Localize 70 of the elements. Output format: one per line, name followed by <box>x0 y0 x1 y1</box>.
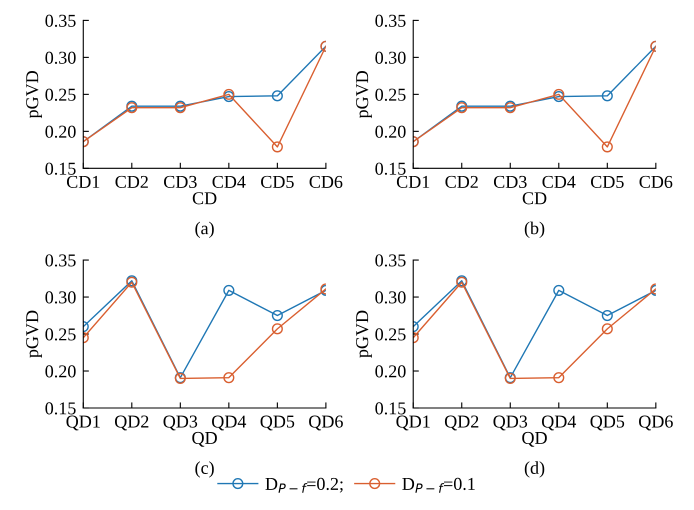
y-axis-title: pGVD <box>26 310 42 358</box>
y-tick-label: 0.35 <box>45 14 76 27</box>
point <box>272 90 283 102</box>
x-axis-title: QD <box>192 432 217 447</box>
y-tick-label: 0.20 <box>375 126 406 138</box>
x-tick-label: CD5 <box>261 176 294 188</box>
point <box>223 372 234 384</box>
x-tick-label: CD1 <box>66 176 100 188</box>
x-tick-label: QD5 <box>260 416 294 430</box>
text: (b) <box>524 222 544 238</box>
x-tick-label: QD1 <box>396 416 430 430</box>
point <box>553 284 564 296</box>
y-tick-label: 0.15 <box>375 162 406 175</box>
x-tick-label: QD5 <box>590 416 624 430</box>
y-tick-label: 0.20 <box>45 365 76 378</box>
x-tick-label: QD4 <box>542 416 576 430</box>
point <box>223 88 234 100</box>
x-tick-label: CD3 <box>164 176 197 188</box>
x-tick-label: CD4 <box>212 176 246 188</box>
y-axis-title: pGVD <box>356 71 372 118</box>
y-tick-label: 0.30 <box>45 52 76 64</box>
point <box>223 284 234 296</box>
x-tick-label: CD6 <box>640 176 672 188</box>
y-tick-label: 0.25 <box>375 328 406 341</box>
y-tick-label: 0.25 <box>45 88 76 101</box>
point <box>602 90 613 102</box>
x-tick-label: QD2 <box>444 416 478 430</box>
point <box>602 141 613 152</box>
x-tick-label: CD3 <box>494 176 527 188</box>
y-tick-label: 0.30 <box>375 291 406 304</box>
x-axis-title: CD <box>192 192 216 204</box>
x-tick-label: QD1 <box>66 416 100 430</box>
x-tick-label: CD2 <box>115 176 148 188</box>
y-tick-label: 0.20 <box>45 126 76 138</box>
y-tick-label: 0.25 <box>45 328 76 341</box>
x-tick-label: QD6 <box>309 416 343 430</box>
x-tick-label: QD3 <box>164 416 198 430</box>
y-tick-label: 0.20 <box>375 365 406 378</box>
y-tick-label: 0.15 <box>375 402 406 415</box>
y-tick-label: 0.15 <box>45 402 76 415</box>
y-tick-label: 0.25 <box>375 88 406 101</box>
x-tick-label: QD6 <box>639 416 673 430</box>
x-axis-title: CD <box>522 192 546 204</box>
x-tick-label: CD5 <box>590 176 624 188</box>
point <box>553 372 564 384</box>
point <box>272 141 283 152</box>
x-tick-label: CD4 <box>542 176 576 188</box>
y-tick-label: 0.35 <box>375 254 406 267</box>
x-tick-label: QD2 <box>114 416 148 430</box>
y-tick-label: 0.35 <box>375 14 406 27</box>
x-tick-label: CD2 <box>445 176 478 188</box>
text: (a) <box>195 222 214 238</box>
x-tick-label: QD3 <box>493 416 528 430</box>
legend-label: D$_{P−f}$=0.1 <box>402 478 475 493</box>
y-tick-label: 0.15 <box>45 162 76 175</box>
text: (d) <box>524 461 544 478</box>
x-axis-title: QD <box>522 432 547 447</box>
point <box>223 91 234 102</box>
x-tick-label: CD6 <box>310 176 342 188</box>
x-tick-label: QD4 <box>212 416 246 430</box>
y-tick-label: 0.35 <box>45 254 76 267</box>
point <box>553 88 564 100</box>
legend-label: D$_{P−f}$=0.2; <box>265 478 343 493</box>
text: (c) <box>195 461 214 478</box>
x-tick-label: CD1 <box>396 176 430 188</box>
point <box>553 91 564 102</box>
y-tick-label: 0.30 <box>45 291 76 304</box>
y-axis-title: pGVD <box>26 71 42 118</box>
y-tick-label: 0.30 <box>375 52 406 64</box>
y-axis-title: pGVD <box>356 310 372 358</box>
